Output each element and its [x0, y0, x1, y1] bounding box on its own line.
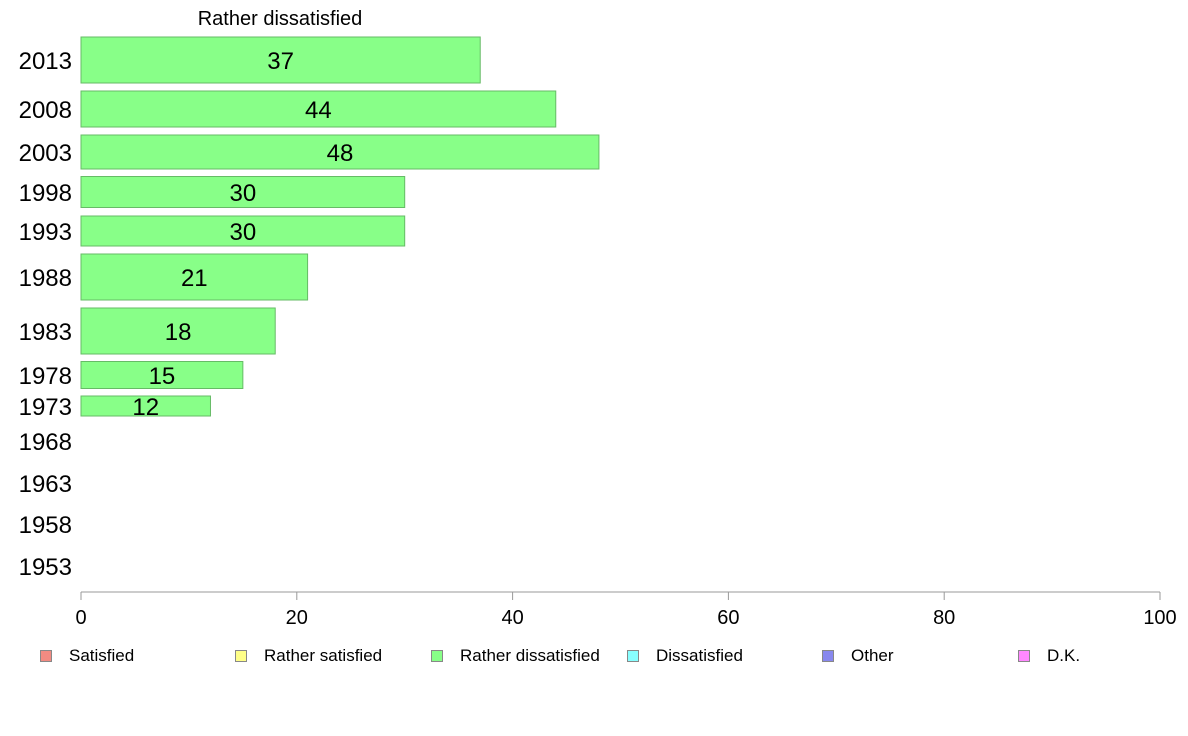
- chart-title: Rather dissatisfied: [198, 8, 363, 30]
- year-label: 1963: [19, 471, 72, 498]
- year-label: 1998: [19, 180, 72, 207]
- bar-value-label: 15: [149, 363, 176, 390]
- bar: [80, 395, 211, 417]
- legend-item: Rather dissatisfied: [431, 646, 600, 666]
- legend-item: Rather satisfied: [235, 646, 382, 666]
- legend-item: D.K.: [1018, 646, 1080, 666]
- bar: [80, 134, 600, 170]
- legend-swatch: [235, 650, 247, 662]
- year-label: 1953: [19, 554, 72, 581]
- bar-value-label: 44: [305, 97, 332, 124]
- legend-swatch: [40, 650, 52, 662]
- bar-value-label: 18: [165, 319, 192, 346]
- year-label: 1983: [19, 319, 72, 346]
- legend-swatch: [431, 650, 443, 662]
- bar-value-label: 37: [267, 48, 294, 75]
- year-label: 2003: [19, 140, 72, 167]
- bar: [80, 36, 481, 84]
- x-tick-label: 40: [501, 607, 523, 629]
- legend-label: Rather satisfied: [264, 646, 383, 665]
- bar-value-label: 30: [229, 180, 256, 207]
- legend-swatch: [627, 650, 639, 662]
- x-tick-label: 100: [1143, 607, 1176, 629]
- year-label: 1973: [19, 394, 72, 421]
- x-tick-label: 20: [286, 607, 308, 629]
- legend-item: Other: [822, 646, 894, 666]
- x-axis: 0 20 40 60 80 100: [75, 591, 1177, 629]
- year-labels-group: 2013 2008 2003 1998 1993 1988 1983 1978 1973 1968…: [19, 48, 72, 581]
- legend-item: Satisfied: [40, 646, 134, 666]
- legend-label: Rather dissatisfied: [460, 646, 600, 665]
- year-label: 1978: [19, 363, 72, 390]
- x-tick-label: 60: [717, 607, 739, 629]
- legend-swatch: [1018, 650, 1030, 662]
- legend: Satisfied Rather satisfied Rather dissatis…: [0, 646, 1188, 670]
- bar: [80, 307, 276, 355]
- legend-label: Satisfied: [69, 646, 135, 665]
- bar: [80, 253, 309, 301]
- bar: [80, 215, 406, 247]
- bars-group: 37 44 48 30 30 21 18 15 12: [80, 36, 600, 421]
- year-label: 1993: [19, 219, 72, 246]
- bar-value-label: 21: [181, 265, 208, 292]
- year-label: 2008: [19, 97, 72, 124]
- bar: [80, 90, 557, 128]
- year-label: 1968: [19, 429, 72, 456]
- x-tick-label: 80: [933, 607, 955, 629]
- x-tick-label: 0: [75, 607, 86, 629]
- year-label: 1958: [19, 512, 72, 539]
- bar: [80, 361, 244, 389]
- legend-label: Dissatisfied: [656, 646, 743, 665]
- year-label: 2013: [19, 48, 72, 75]
- bar-value-label: 12: [132, 394, 159, 421]
- bar: [80, 176, 406, 208]
- year-label: 1988: [19, 265, 72, 292]
- legend-swatch: [822, 650, 834, 662]
- bar-value-label: 30: [229, 219, 256, 246]
- bar-value-label: 48: [327, 140, 354, 167]
- legend-item: Dissatisfied: [627, 646, 743, 666]
- legend-label: D.K.: [1047, 646, 1081, 665]
- legend-label: Other: [851, 646, 894, 665]
- bar-chart: Rather dissatisfied 37 44 48 30 30 21 18 15 12 2…: [19, 8, 1177, 629]
